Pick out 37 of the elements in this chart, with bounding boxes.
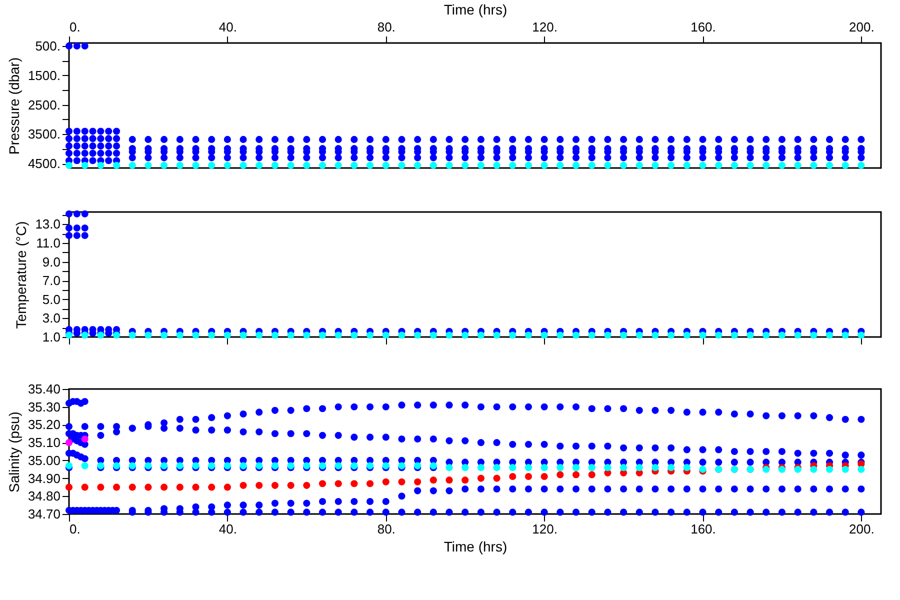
y-tick-label: 35.20 (28, 417, 60, 432)
y-tick-label: 9.0 (42, 254, 60, 270)
y-tick-label: 35.00 (28, 452, 60, 468)
y-tick-label: 34.90 (28, 470, 60, 486)
y-tick-label: 35.10 (28, 435, 60, 450)
x-tick-label: 200. (849, 522, 874, 536)
x-tick-label: 200. (849, 20, 874, 34)
x-tick-label: 40. (218, 20, 237, 34)
x-tick-label: 120. (532, 20, 558, 34)
y-tick-label: 35.40 (28, 382, 60, 396)
x-tick-label: 40. (218, 522, 237, 536)
y-tick-label: 2500. (28, 97, 60, 112)
x-tick-label: 80. (377, 20, 396, 34)
y-tick-label: 34.70 (28, 506, 60, 522)
y-axis-title: Salinity (psu) (6, 412, 22, 492)
y-tick-label: 500. (35, 38, 60, 54)
x-tick-label: 120. (532, 522, 558, 536)
y-tick-label: 11.0 (36, 236, 60, 251)
x-tick-label: 80. (377, 522, 396, 536)
y-axis-title: Temperature (°C) (13, 221, 30, 329)
y-tick-label: 1.0 (42, 330, 60, 344)
y-tick-label: 5.0 (42, 292, 60, 307)
x-tick-label: 0. (70, 20, 80, 34)
y-tick-label: 4500. (28, 156, 60, 172)
x-tick-label: 0. (70, 522, 80, 536)
y-axis-title: Pressure (dbar) (6, 57, 22, 155)
y-tick-label: 34.80 (28, 488, 60, 504)
y-tick-label: 3500. (28, 126, 60, 142)
x-tick-label: 160. (690, 522, 716, 536)
y-tick-label: 35.30 (28, 399, 60, 414)
x-axis-title: Time (hrs) (444, 538, 508, 554)
y-tick-label: 1500. (28, 68, 60, 83)
x-tick-label: 160. (690, 20, 716, 34)
y-tick-label: 13.0 (35, 216, 60, 232)
x-axis-title: Time (hrs) (444, 2, 508, 18)
y-tick-label: 7.0 (42, 273, 60, 288)
y-tick-label: 3.0 (42, 310, 60, 326)
